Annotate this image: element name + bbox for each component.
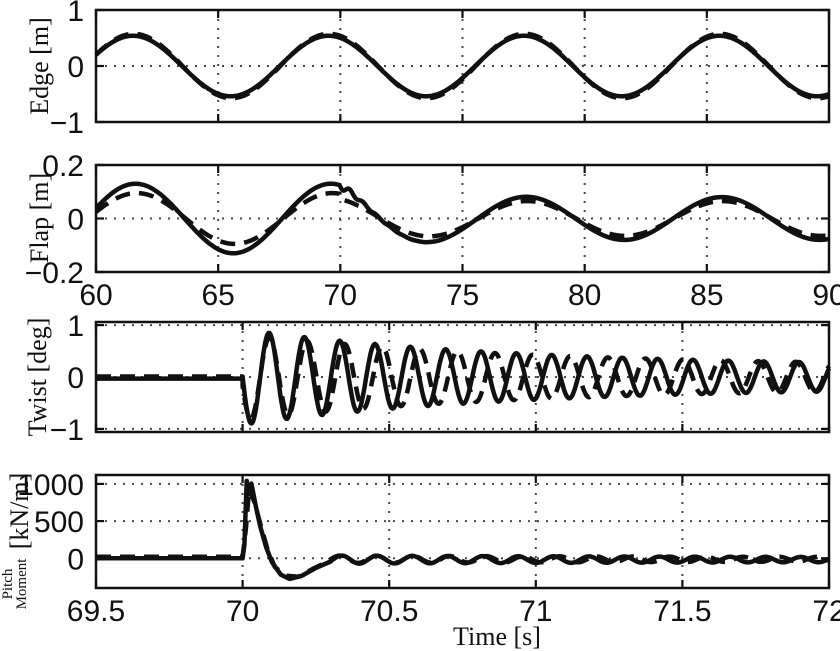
time-axis-label: Time [s] [453,622,541,651]
x-tick-label: 71.5 [653,595,711,628]
x-tick-label: 69.5 [67,595,125,628]
edge-dashed-line [94,31,830,101]
y-tick-label: −0.2 [25,257,84,290]
pitch-moment-dashed-line [96,486,830,580]
x-tick-label: 90 [812,279,840,312]
x-tick-label: 80 [568,279,601,312]
chart-twist: 1 0 −1 [50,310,832,447]
twist-solid-line [96,330,832,426]
x-tick-label: 70 [226,595,259,628]
x-tick-label: 65 [201,279,234,312]
x-tick-label: 71 [519,595,552,628]
chart-pitch-moment: 69.5 70 70.5 71 71.5 72 1000 500 0 [17,469,840,628]
flap-dashed-line [94,190,831,247]
y-tick-label: 0.2 [42,150,84,183]
pitch-moment-axis-label-line2: Moment [14,558,30,610]
y-tick-label: −1 [50,414,84,447]
x-tick-label: 60 [79,279,112,312]
y-tick-label: 500 [34,506,84,539]
x-tick-label: 72 [812,595,840,628]
y-tick-label: 1 [67,0,84,28]
x-tick-label: 75 [446,279,479,312]
x-tick-label: 70.5 [360,595,418,628]
y-tick-label: 0 [67,204,84,237]
chart-flap: 60 65 70 75 80 85 90 0.2 0 −0.2 [25,150,840,312]
edge-axis-label: Edge [m] [25,17,54,115]
pitch-moment-axis-label-line1: Pitch [0,568,16,600]
x-tick-label: 85 [690,279,723,312]
y-tick-label: 1000 [17,469,84,502]
chart-edge: 1 0 −1 [50,0,831,140]
y-tick-label: 1 [67,310,84,343]
y-tick-label: 0 [67,51,84,84]
flap-axis-label: Flap [m] [25,172,54,264]
twist-axis-label: Twist [deg] [23,317,52,437]
flap-solid-line [94,181,831,256]
pitch-moment-axis-label: Pitch Moment [0,558,30,610]
y-tick-label: 0 [67,362,84,395]
y-tick-label: 0 [67,543,84,576]
twist-dashed-line [96,335,831,421]
pitch-units-axis-label: [kN/m] [5,472,34,550]
pitch-moment-solid-line [96,478,831,582]
x-tick-label: 70 [324,279,357,312]
y-tick-label: −1 [50,107,84,140]
axes-frame [94,473,831,590]
